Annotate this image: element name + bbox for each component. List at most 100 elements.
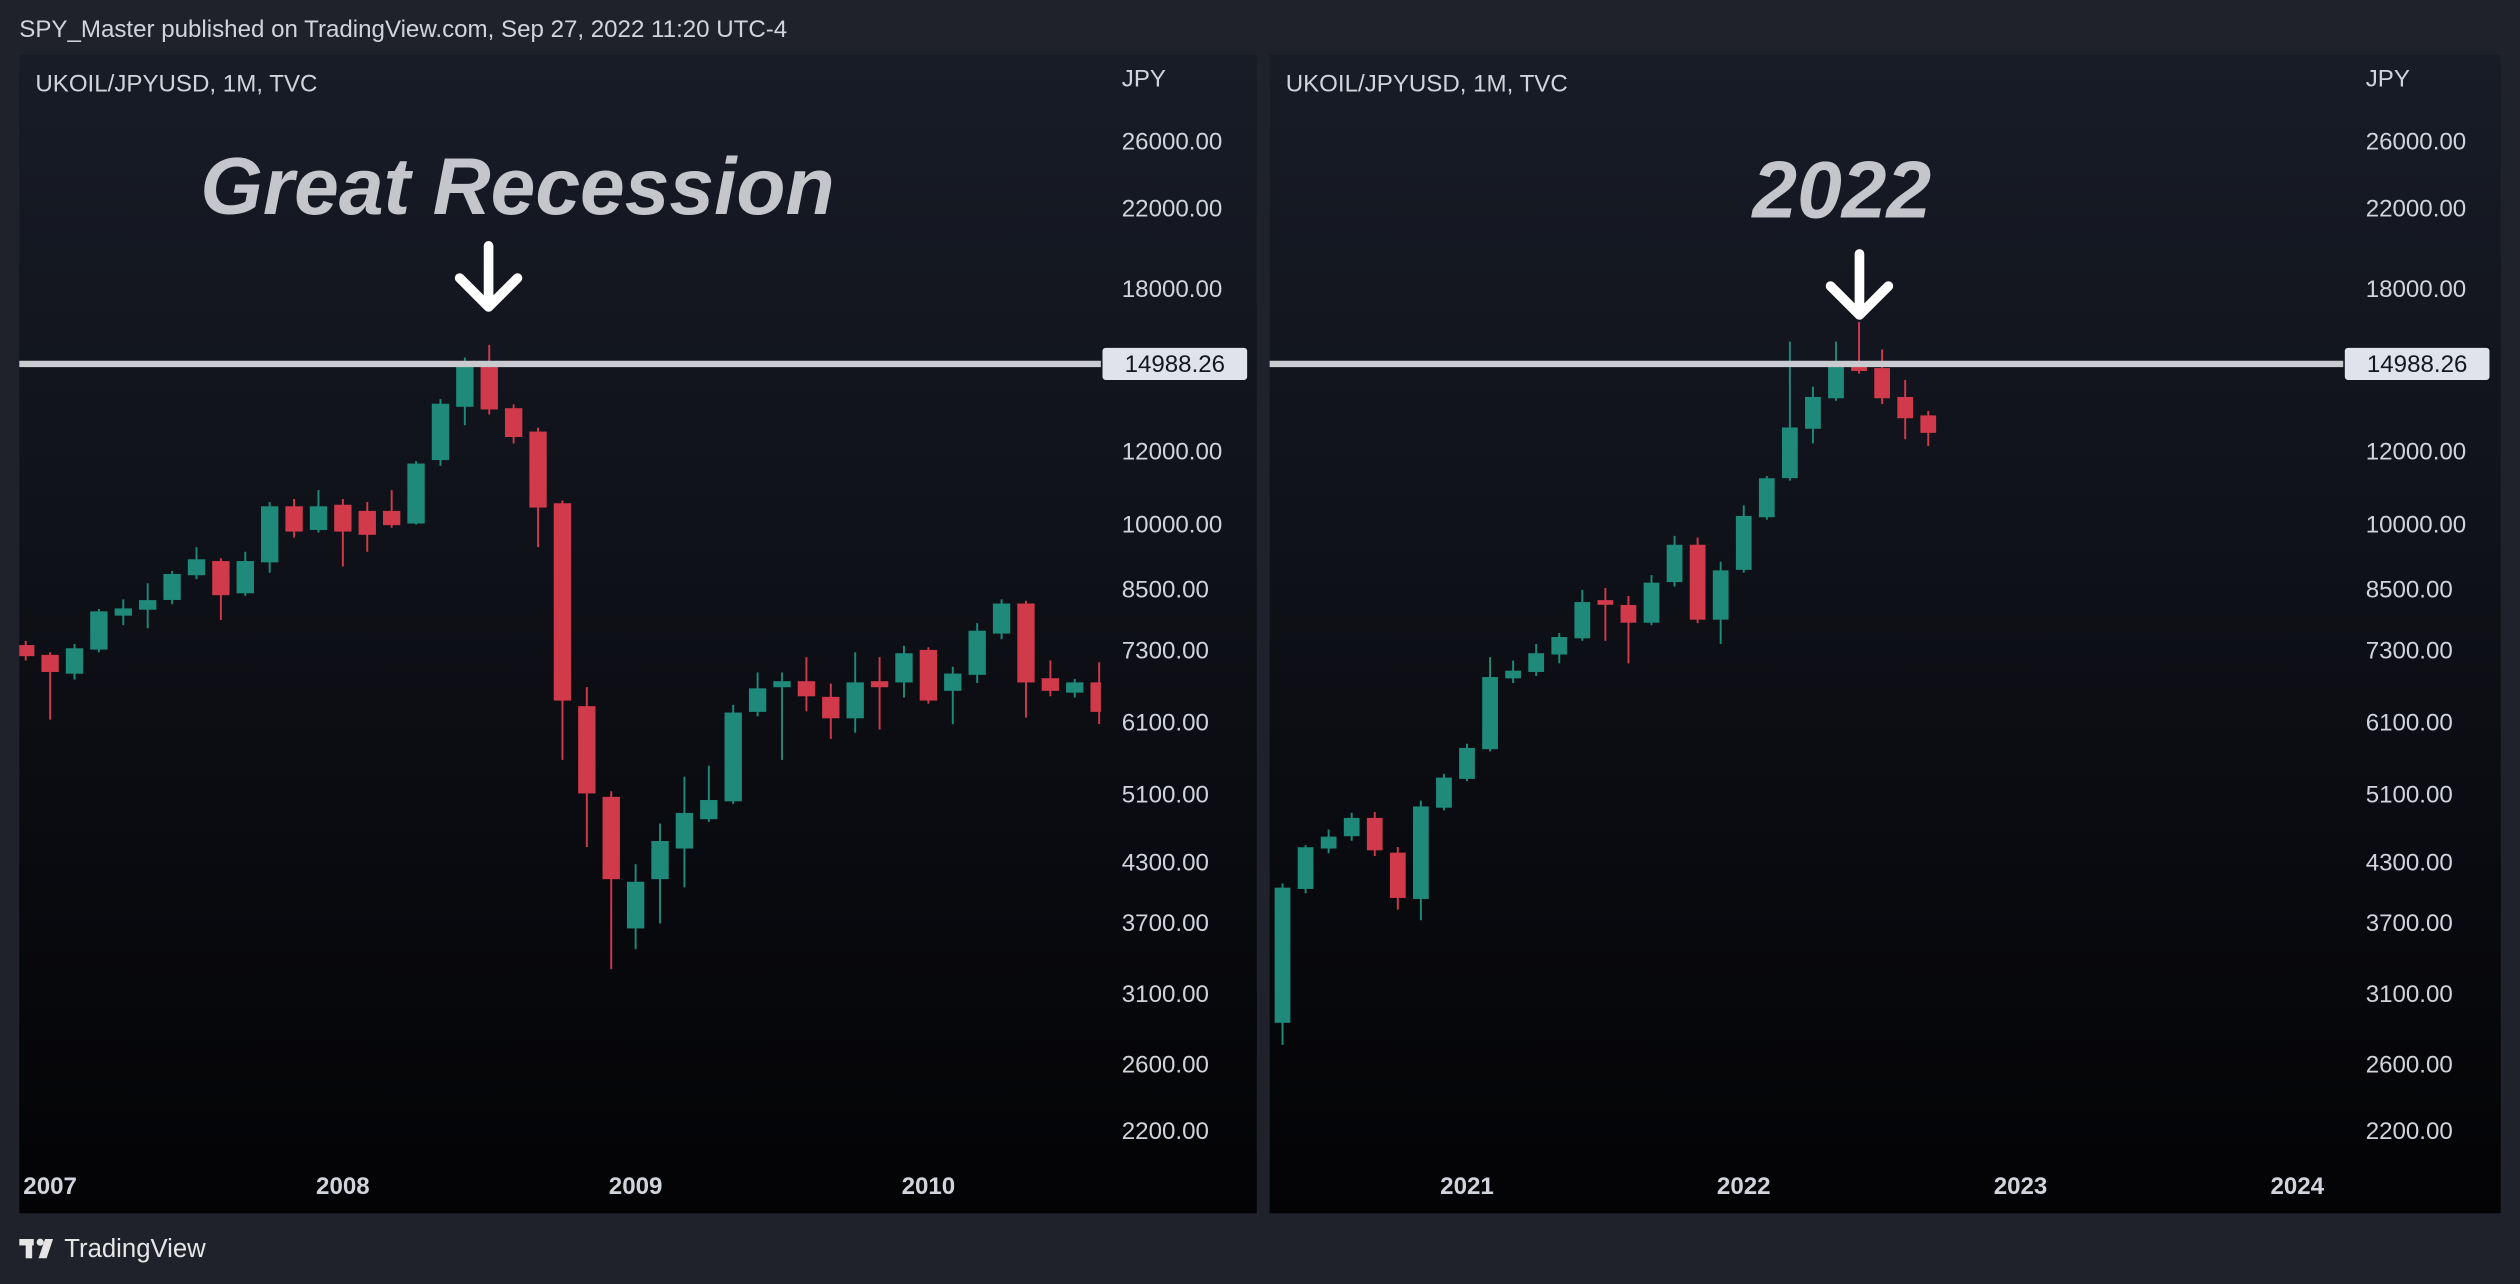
- candle-body: [114, 608, 132, 616]
- candle-body: [1828, 366, 1844, 399]
- candle-body: [236, 561, 254, 594]
- candle-body: [285, 506, 303, 532]
- candle-body: [553, 503, 572, 701]
- candle-body: [1897, 396, 1914, 419]
- candle-body: [1574, 602, 1591, 639]
- y-tick-label: 2200.00: [2366, 1118, 2453, 1145]
- y-tick-label: 10000.00: [2366, 511, 2467, 538]
- candle-body: [41, 654, 59, 672]
- price-label-box: [1102, 347, 1248, 380]
- candle-body: [1343, 817, 1360, 837]
- y-tick-label: 5100.00: [2366, 781, 2453, 808]
- candle-body: [1482, 677, 1498, 750]
- footer-brand: TradingView: [64, 1235, 206, 1263]
- candle-body: [407, 463, 425, 524]
- annotation: Great Recession: [200, 142, 834, 232]
- candle-body: [19, 645, 35, 657]
- y-tick-label: 8500.00: [1122, 577, 1209, 604]
- candle-body: [1366, 817, 1383, 851]
- candle-body: [1459, 747, 1475, 779]
- candle-body: [895, 653, 913, 683]
- candle-body: [797, 681, 816, 697]
- candle-body: [1666, 544, 1683, 583]
- y-tick-label: 4300.00: [1122, 850, 1209, 877]
- y-tick-label: 2600.00: [2366, 1051, 2453, 1078]
- annotation: 2022: [1750, 145, 1931, 235]
- y-tick-label: 22000.00: [1122, 195, 1223, 222]
- price-label: 14988.26: [1125, 351, 1226, 378]
- candle-body: [992, 603, 1011, 634]
- candle-body: [1689, 544, 1706, 620]
- candle-body: [1041, 678, 1060, 691]
- currency-label: JPY: [1122, 66, 1166, 93]
- y-tick-label: 2600.00: [1122, 1051, 1209, 1078]
- candle-body: [1017, 603, 1035, 683]
- logo: [19, 1238, 54, 1259]
- candle-body: [1781, 427, 1798, 479]
- x-tick-label: 2023: [1994, 1173, 2048, 1200]
- y-tick-label: 26000.00: [2366, 129, 2467, 156]
- candle-body: [1758, 478, 1775, 518]
- candle-body: [139, 600, 157, 610]
- header: SPY_Master published on TradingView.com,…: [19, 16, 787, 43]
- y-tick-label: 3700.00: [1122, 910, 1209, 937]
- candle-body: [1389, 852, 1406, 898]
- candle-body: [1320, 836, 1337, 849]
- y-tick-label: 18000.00: [1122, 276, 1223, 303]
- candle-body: [334, 504, 352, 532]
- candles: [19, 344, 1101, 970]
- candle-body: [968, 630, 986, 675]
- candle-body: [846, 682, 864, 719]
- candle-body: [1643, 582, 1660, 623]
- candle-body: [1436, 777, 1452, 808]
- candle-body: [480, 364, 498, 410]
- x-tick-label: 2022: [1717, 1173, 1771, 1200]
- price-label-box: [2344, 347, 2490, 380]
- y-tick-label: 3100.00: [1122, 981, 1209, 1008]
- candles: [1274, 322, 1937, 1045]
- candle-body: [1274, 887, 1291, 1023]
- arrow: [1825, 249, 1894, 320]
- candle-body: [1735, 515, 1752, 570]
- candle-body: [504, 408, 523, 437]
- candle-body: [944, 673, 962, 691]
- candle-body: [1920, 415, 1937, 433]
- candle-body: [212, 561, 230, 596]
- candle-body: [822, 696, 840, 719]
- candle-body: [187, 559, 206, 576]
- y-tick-label: 7300.00: [2366, 638, 2453, 665]
- candle-body: [1874, 368, 1890, 399]
- candle-body: [1805, 396, 1821, 429]
- candle-body: [1066, 682, 1084, 693]
- y-tick-label: 12000.00: [2366, 438, 2467, 465]
- candle-body: [724, 712, 742, 802]
- symbol-label: UKOIL/JPYUSD, 1M, TVC: [1286, 71, 1568, 98]
- candle-body: [90, 611, 108, 650]
- x-tick-label: 2010: [902, 1173, 956, 1200]
- candle-body: [1712, 570, 1729, 620]
- y-tick-label: 4300.00: [2366, 850, 2453, 877]
- x-tick-label: 2021: [1440, 1173, 1494, 1200]
- y-tick-label: 8500.00: [2366, 577, 2453, 604]
- candle-body: [773, 681, 791, 688]
- candle-body: [1597, 600, 1614, 605]
- candle-body: [261, 506, 279, 563]
- candle-body: [675, 812, 694, 849]
- y-tick-label: 12000.00: [1122, 438, 1223, 465]
- candle-body: [1505, 670, 1521, 679]
- candle-body: [431, 403, 450, 461]
- candle-body: [456, 364, 474, 407]
- candle-body: [65, 648, 84, 674]
- symbol-label: UKOIL/JPYUSD, 1M, TVC: [35, 71, 317, 98]
- x-tick-label: 2009: [609, 1173, 663, 1200]
- y-tick-label: 5100.00: [1122, 781, 1209, 808]
- candle-body: [163, 573, 181, 600]
- x-tick-label: 2007: [23, 1173, 77, 1200]
- y-tick-label: 10000.00: [1122, 511, 1223, 538]
- candle-body: [1528, 653, 1545, 672]
- currency-label: JPY: [2366, 66, 2410, 93]
- y-tick-label: 3700.00: [2366, 910, 2453, 937]
- candle-body: [1090, 682, 1101, 712]
- candle-body: [1297, 847, 1314, 889]
